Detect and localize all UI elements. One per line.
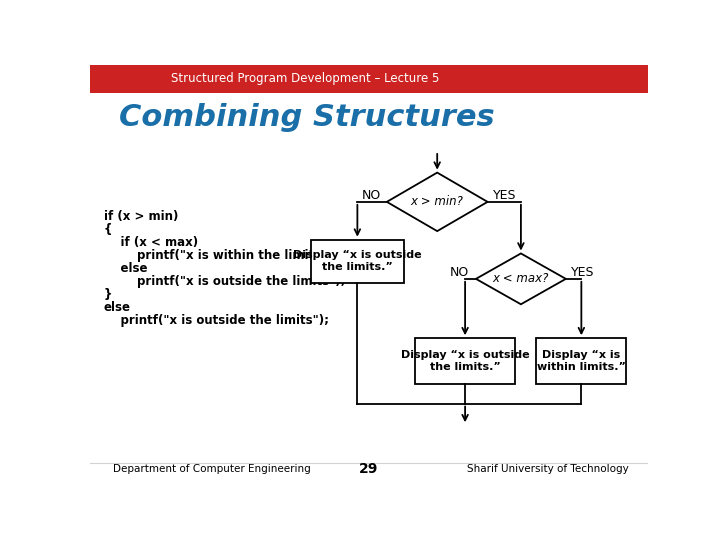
Text: if (x < max): if (x < max) (104, 236, 198, 249)
Text: 29: 29 (359, 462, 379, 476)
Bar (536, 338, 626, 384)
Text: Department of Computer Engineering: Department of Computer Engineering (113, 464, 311, 474)
Text: else: else (104, 262, 148, 275)
Text: Display “x is
within limits.”: Display “x is within limits.” (537, 350, 626, 372)
Text: }: } (104, 288, 112, 301)
Text: if (x > min): if (x > min) (104, 210, 179, 222)
Bar (311, 240, 404, 283)
Bar (415, 338, 516, 384)
Polygon shape (387, 173, 487, 231)
Text: {: { (104, 222, 112, 235)
Text: Sharif University of Technology: Sharif University of Technology (467, 464, 629, 474)
Text: NO: NO (449, 266, 469, 279)
Bar (90, 65, 648, 92)
Text: Display “x is outside
the limits.”: Display “x is outside the limits.” (401, 350, 529, 372)
Polygon shape (476, 253, 566, 304)
Text: printf("x is outside the limits");: printf("x is outside the limits"); (104, 314, 329, 327)
Text: x > min?: x > min? (411, 195, 464, 208)
Text: YES: YES (571, 266, 595, 279)
Text: else: else (104, 301, 131, 314)
Text: printf("x is within the limits");: printf("x is within the limits"); (104, 249, 338, 262)
Text: Display “x is outside
the limits.”: Display “x is outside the limits.” (293, 251, 422, 272)
Text: x < max?: x < max? (492, 272, 549, 285)
Text: NO: NO (361, 189, 381, 202)
Text: Combining Structures: Combining Structures (120, 103, 495, 132)
Text: Structured Program Development – Lecture 5: Structured Program Development – Lecture… (171, 72, 440, 85)
Text: printf("x is outside the limits");: printf("x is outside the limits"); (104, 275, 346, 288)
Text: YES: YES (493, 189, 516, 202)
